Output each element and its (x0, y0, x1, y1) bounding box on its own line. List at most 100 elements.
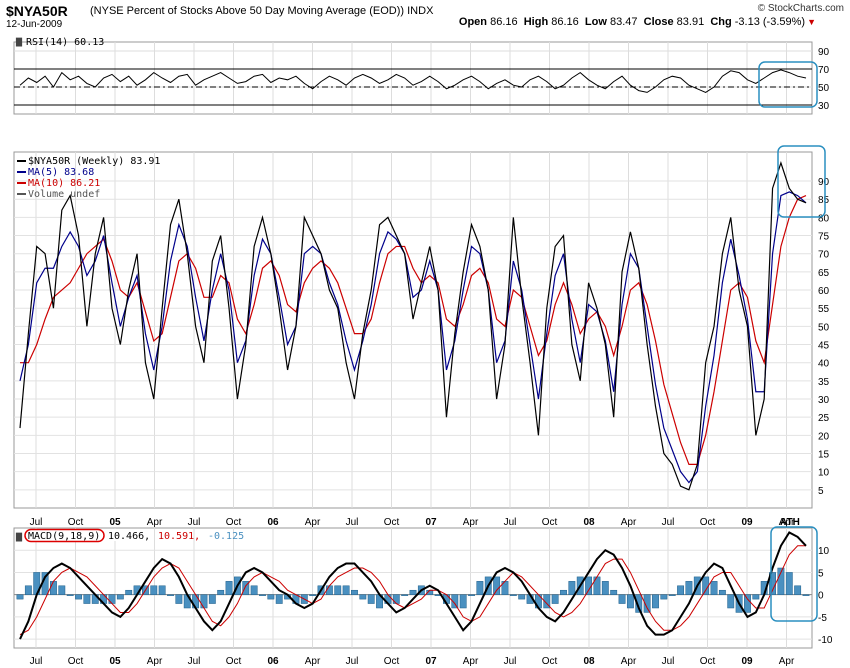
price-tick-label: 15 (818, 450, 830, 461)
macd-histogram-bar (75, 594, 82, 600)
macd-histogram-bar (409, 589, 417, 595)
high-label: High (523, 16, 549, 28)
x-axis-label-bottom: Jul (504, 656, 517, 667)
x-axis-label-bottom: Jul (346, 656, 359, 667)
rsi-highlight-box (758, 61, 818, 108)
macd-histogram-bar (718, 589, 726, 595)
macd-histogram-bar (777, 567, 785, 595)
macd-histogram-bar (351, 589, 358, 595)
chg-value: -3.13 (-3.59%) (734, 16, 806, 28)
price-tick-label: 60 (818, 286, 830, 297)
price-tick-label: 10 (818, 468, 830, 479)
close-value: 83.91 (676, 16, 705, 28)
macd-histogram-bar (635, 594, 643, 613)
macd-histogram-bar (451, 594, 459, 609)
macd-legend-highlight (24, 528, 105, 543)
x-axis-label-bottom: Apr (779, 656, 795, 667)
macd-histogram-bar (83, 594, 91, 604)
x-axis-label-bottom: Apr (621, 656, 637, 667)
price-legend: $NYA50R (Weekly) 83.91 (28, 156, 160, 167)
macd-histogram-bar (58, 585, 66, 595)
brand-watermark[interactable]: © StockCharts.com (757, 3, 844, 14)
macd-histogram-bar (267, 594, 275, 600)
x-axis-label-bottom: Apr (305, 656, 321, 667)
macd-histogram-bar (652, 594, 659, 609)
macd-histogram-bar (342, 585, 350, 595)
macd-histogram-bar (802, 594, 810, 596)
macd-histogram-bar (175, 594, 183, 604)
macd-histogram-bar (66, 594, 74, 596)
x-axis-label-bottom: 06 (267, 656, 279, 667)
x-axis-label-middle: 07 (425, 517, 437, 528)
x-axis-label-bottom: 07 (425, 656, 437, 667)
x-axis-label-bottom: 08 (583, 656, 595, 667)
x-axis-label-middle: Oct (700, 517, 716, 528)
macd-value-legend: 10.466, (108, 531, 150, 542)
macd-histogram-bar (459, 594, 467, 609)
x-axis-label-middle: 05 (109, 517, 121, 528)
low-label: Low (584, 16, 607, 28)
x-axis-label-bottom: Apr (463, 656, 479, 667)
macd-histogram-bar (225, 581, 233, 595)
x-axis-label-bottom: 09 (741, 656, 753, 667)
macd-histogram-bar (509, 594, 517, 596)
macd-tick-label: -10 (818, 635, 833, 646)
x-axis-label-middle: 09 (741, 517, 753, 528)
macd-signal-line (19, 545, 806, 636)
ma10-line (20, 195, 807, 466)
price-tick-label: 55 (818, 304, 830, 315)
macd-histogram-bar (543, 594, 551, 609)
macd-histogram-bar (568, 581, 576, 595)
chg-label: Chg (710, 16, 732, 28)
x-axis-label-middle: Apr (621, 517, 637, 528)
x-axis-label-bottom: Jul (30, 656, 43, 667)
price-tick-label: 90 (818, 177, 830, 188)
description-text: (NYSE Percent of Stocks Above 50 Day Mov… (90, 5, 405, 17)
macd-histogram-bar (610, 589, 618, 595)
x-axis-label-bottom: Oct (68, 656, 84, 667)
macd-histogram-bar (618, 594, 626, 604)
price-tick-label: 75 (818, 232, 830, 243)
x-axis-label-middle: Jul (30, 517, 43, 528)
price-panel-frame (13, 151, 813, 509)
rsi-tick-label: 50 (818, 83, 830, 94)
price-line (19, 160, 807, 491)
macd-histogram-bar (217, 589, 225, 595)
macd-histogram-bar (727, 594, 735, 609)
macd-histogram-bar (367, 594, 375, 604)
x-axis-label-bottom: Oct (700, 656, 716, 667)
macd-histogram-bar (158, 585, 166, 595)
price-tick-label: 5 (818, 486, 824, 497)
price-tick-label: 85 (818, 195, 830, 206)
x-axis-label-middle: Jul (662, 517, 675, 528)
macd-histogram-bar (643, 594, 651, 613)
macd-tick-label: 5 (818, 568, 824, 579)
x-axis-label-middle: Apr (147, 517, 163, 528)
price-tick-label: 35 (818, 377, 830, 388)
macd-histogram-bar (677, 585, 685, 595)
exchange-label: INDX (407, 5, 434, 17)
x-axis-label-middle: Oct (226, 517, 242, 528)
hist-value-legend: -0.125 (208, 531, 244, 542)
macd-histogram-bar (660, 594, 668, 600)
price-tick-label: 70 (818, 250, 830, 261)
open-value: 86.16 (490, 16, 518, 28)
x-axis-label-bottom: 05 (109, 656, 121, 667)
x-axis-label-middle: Jul (346, 517, 359, 528)
macd-legend-backdrop (15, 529, 149, 541)
macd-histogram-bar (116, 594, 124, 600)
macd-histogram-bar (16, 594, 24, 600)
macd-histogram-bar (468, 594, 475, 596)
macd-histogram-bar (518, 594, 526, 600)
ath-annotation: ATH (780, 517, 800, 528)
macd-histogram-bar (208, 594, 216, 604)
macd-tick-label: 0 (818, 591, 824, 602)
ma5-legend: MA(5) 83.68 (28, 167, 94, 178)
x-axis-label-middle: Apr (779, 517, 795, 528)
close-label: Close (643, 16, 674, 28)
rsi-legend: RSI(14) 60.13 (26, 37, 104, 48)
price-tick-label: 30 (818, 395, 830, 406)
macd-legend-label: MACD(9,18,9) (28, 531, 100, 542)
rsi-tick-label: 70 (818, 65, 830, 76)
ma10-legend: MA(10) 86.21 (28, 178, 100, 189)
